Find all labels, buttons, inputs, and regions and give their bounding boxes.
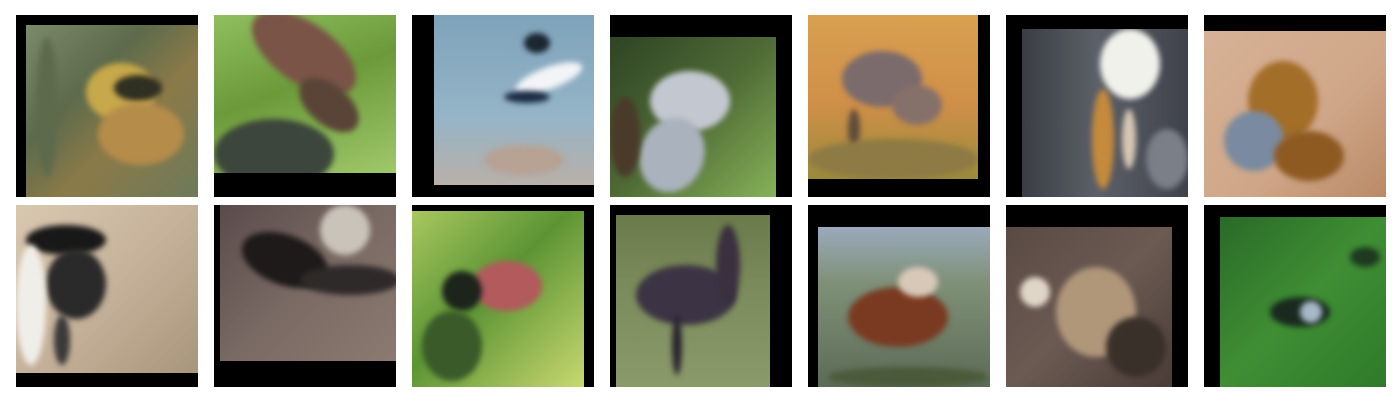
bird-photo [220,205,396,361]
bird-photo [412,211,584,387]
image-tile[interactable] [808,205,990,387]
image-tile[interactable] [1204,15,1386,197]
image-tile[interactable] [16,15,198,197]
image-tile[interactable] [610,205,792,387]
image-tile[interactable] [214,205,396,387]
image-tile[interactable] [1204,205,1386,387]
image-grid [16,15,1386,387]
image-tile[interactable] [610,15,792,197]
bird-photo [818,227,990,387]
bird-photo [616,215,770,387]
image-tile[interactable] [1006,205,1188,387]
image-tile[interactable] [808,15,990,197]
bird-photo [26,25,198,197]
image-tile[interactable] [214,15,396,197]
bird-photo [808,15,978,179]
bird-photo [1006,227,1172,387]
bird-photo [1204,31,1386,197]
bird-photo [16,205,198,373]
bird-photo [214,15,396,173]
bird-photo [434,15,594,185]
bird-photo [610,37,776,197]
bird-photo [1022,29,1188,197]
image-tile[interactable] [412,15,594,197]
image-tile[interactable] [16,205,198,387]
bird-photo [1220,217,1386,387]
image-tile[interactable] [412,205,594,387]
image-tile[interactable] [1006,15,1188,197]
